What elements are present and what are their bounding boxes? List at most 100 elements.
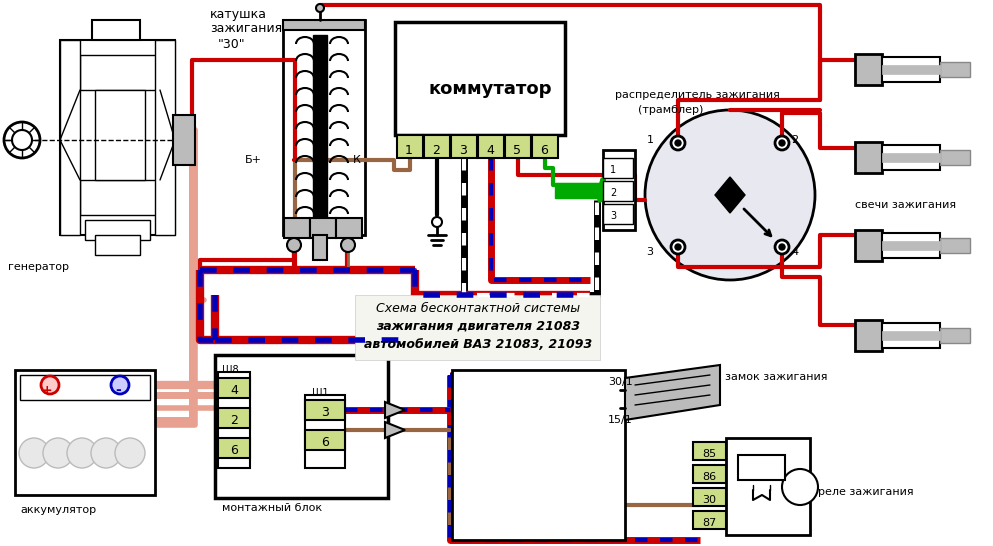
Bar — [215, 355, 388, 498]
Text: 15/1: 15/1 — [608, 415, 633, 425]
Bar — [693, 465, 726, 483]
Bar — [603, 181, 633, 201]
Bar — [882, 331, 940, 340]
Text: Б+: Б+ — [245, 155, 262, 165]
Circle shape — [41, 376, 59, 394]
Circle shape — [671, 240, 685, 254]
Bar — [693, 511, 726, 529]
Text: К: К — [353, 155, 360, 165]
Bar — [424, 135, 450, 158]
Bar — [882, 153, 940, 162]
Bar — [218, 438, 250, 458]
Text: автомобилей ВАЗ 21083, 21093: автомобилей ВАЗ 21083, 21093 — [363, 337, 592, 351]
Bar — [855, 230, 882, 261]
Bar — [738, 455, 785, 480]
Bar — [855, 142, 882, 173]
Circle shape — [43, 438, 73, 468]
Bar — [397, 135, 423, 158]
Text: аккумулятор: аккумулятор — [20, 505, 96, 515]
Bar — [15, 370, 155, 495]
Circle shape — [775, 136, 789, 150]
Bar — [882, 233, 940, 258]
Bar — [693, 442, 726, 460]
Bar — [85, 220, 150, 240]
Bar — [218, 372, 250, 468]
Text: зажигания: зажигания — [210, 22, 282, 35]
Polygon shape — [715, 177, 745, 213]
Bar — [173, 115, 195, 165]
Polygon shape — [385, 402, 405, 418]
Text: 2: 2 — [791, 135, 798, 145]
Circle shape — [111, 376, 129, 394]
Text: Ш1: Ш1 — [312, 388, 329, 398]
Text: (трамблер): (трамблер) — [638, 105, 703, 115]
Text: 2: 2 — [230, 414, 238, 428]
Bar — [855, 320, 882, 351]
Circle shape — [645, 110, 815, 280]
Text: 85: 85 — [702, 449, 716, 459]
Text: замок зажигания: замок зажигания — [725, 372, 827, 382]
Bar — [80, 180, 160, 215]
Text: 6: 6 — [321, 436, 329, 449]
Bar — [313, 35, 327, 225]
Bar — [20, 375, 150, 400]
Circle shape — [115, 438, 145, 468]
Text: 87: 87 — [702, 518, 716, 528]
Bar — [60, 40, 175, 235]
Bar — [940, 62, 970, 77]
Bar — [305, 400, 345, 420]
Bar — [218, 378, 250, 398]
Bar — [155, 40, 175, 235]
Circle shape — [782, 469, 818, 505]
Bar — [693, 488, 726, 506]
Bar — [940, 238, 970, 253]
Text: 4: 4 — [230, 384, 238, 397]
Bar — [603, 158, 633, 178]
Text: 6: 6 — [230, 444, 238, 458]
Text: "30": "30" — [218, 38, 245, 51]
Text: 3: 3 — [610, 211, 616, 221]
Bar — [505, 135, 531, 158]
Circle shape — [775, 240, 789, 254]
Bar — [95, 90, 145, 180]
Text: 30: 30 — [702, 495, 716, 505]
Circle shape — [4, 122, 40, 158]
Circle shape — [675, 140, 681, 146]
Bar — [478, 135, 504, 158]
Text: 1: 1 — [405, 144, 413, 157]
Bar — [940, 150, 970, 165]
Text: 86: 86 — [702, 472, 716, 482]
Text: +: + — [42, 383, 53, 396]
Bar — [305, 395, 345, 468]
Text: 3: 3 — [321, 407, 329, 419]
Bar — [532, 135, 558, 158]
Text: генератор: генератор — [8, 262, 69, 272]
Circle shape — [12, 130, 32, 150]
Bar — [882, 323, 940, 348]
Text: Ш8: Ш8 — [222, 365, 238, 375]
Bar — [395, 22, 565, 135]
Circle shape — [19, 438, 49, 468]
Circle shape — [67, 438, 97, 468]
Bar — [451, 135, 477, 158]
Circle shape — [671, 136, 685, 150]
Text: монтажный блок: монтажный блок — [222, 503, 322, 513]
Text: 5: 5 — [513, 144, 521, 157]
Bar — [555, 183, 603, 198]
Bar — [355, 295, 600, 360]
Text: 3: 3 — [459, 144, 467, 157]
Bar — [882, 241, 940, 250]
Bar — [92, 20, 140, 40]
Bar — [603, 150, 635, 230]
Bar — [305, 430, 345, 450]
Circle shape — [779, 244, 785, 250]
Bar — [95, 235, 140, 255]
Bar — [60, 40, 80, 235]
Bar — [940, 328, 970, 343]
Text: 1: 1 — [646, 135, 653, 145]
Bar — [855, 54, 882, 85]
Circle shape — [316, 4, 324, 12]
Bar — [726, 438, 810, 535]
Circle shape — [675, 244, 681, 250]
Bar — [882, 145, 940, 170]
